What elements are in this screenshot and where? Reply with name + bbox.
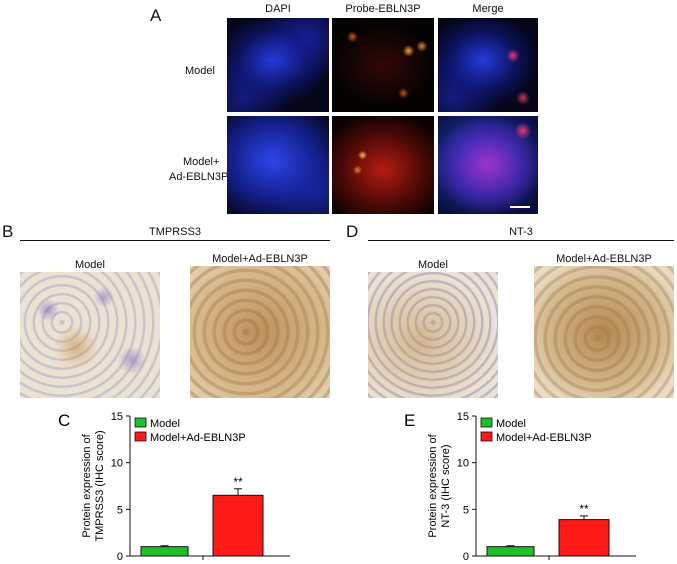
panel-d-rule	[368, 240, 674, 241]
dapi-model-image	[227, 18, 329, 112]
y-axis-label-line-1: Protein expression of	[427, 433, 439, 537]
panel-d-label-model: Model	[418, 259, 448, 271]
ihc-tmprss3-model-image	[20, 272, 160, 398]
legend-swatch-1	[480, 417, 493, 428]
panel-b-rule	[20, 240, 330, 241]
ihc-tmprss3-ad-image	[190, 266, 330, 398]
ihc-nt3-model-image	[368, 272, 498, 398]
y-tick-label-5: 5	[463, 504, 469, 516]
bar-2	[558, 519, 610, 557]
y-axis-label-line-1: Protein expression of	[81, 433, 93, 537]
legend-swatch-2	[480, 431, 493, 442]
bar-1	[140, 546, 189, 557]
panel-b-title: TMPRSS3	[149, 226, 201, 238]
row-label-ad-line2: Ad-EBLN3P	[169, 171, 229, 183]
panel-d-title: NT-3	[509, 226, 533, 238]
dapi-ad-image	[227, 116, 329, 214]
panel-letter-a: A	[150, 6, 162, 25]
panel-b-label-ad: Model+Ad-EBLN3P	[212, 253, 308, 265]
y-tick-label-0: 0	[117, 551, 123, 563]
ihc-nt3-ad-image	[534, 266, 674, 398]
merge-ad-image	[438, 116, 538, 214]
y-tick-label-10: 10	[111, 458, 123, 470]
merge-model-image	[438, 18, 538, 112]
row-label-model: Model	[185, 65, 215, 77]
column-label-merge: Merge	[472, 3, 504, 15]
scale-bar	[510, 206, 530, 208]
y-axis-label-line-2: TMPRSS3 (IHC score)	[94, 430, 106, 541]
bar-1	[486, 546, 535, 557]
significance-2: **	[579, 502, 589, 516]
y-tick-label-10: 10	[457, 458, 469, 470]
legend-swatch-1	[134, 417, 147, 428]
probe-ad-image	[332, 116, 434, 214]
panel-b-label-model: Model	[75, 259, 105, 271]
significance-2: **	[233, 475, 243, 489]
bar-2	[212, 494, 264, 557]
y-tick-label-0: 0	[463, 551, 469, 563]
legend-label-1: Model	[496, 418, 526, 430]
panel-d-label-ad: Model+Ad-EBLN3P	[556, 253, 652, 265]
y-tick-label-15: 15	[457, 411, 469, 423]
panel-letter-e: E	[404, 411, 415, 430]
column-label-probe: Probe-EBLN3P	[345, 3, 421, 15]
row-label-ad-line1: Model+	[183, 156, 220, 168]
panel-letter-d: D	[346, 222, 359, 241]
panel-letter-b: B	[2, 222, 14, 241]
chart-e: E Protein expression of NT-3 (IHC score) 0 5…	[404, 411, 636, 563]
legend-label-1: Model	[150, 418, 180, 430]
legend-label-2: Model+Ad-EBLN3P	[150, 432, 246, 444]
y-axis-label-line-2: NT-3 (IHC score)	[440, 444, 452, 527]
probe-model-image	[332, 18, 434, 112]
panel-letter-c: C	[58, 411, 70, 430]
column-label-dapi: DAPI	[265, 3, 291, 15]
y-tick-label-15: 15	[111, 411, 123, 423]
legend-swatch-2	[134, 431, 147, 442]
chart-c: C Protein expression of TMPRSS3 (IHC score…	[58, 411, 290, 563]
y-tick-label-5: 5	[117, 504, 123, 516]
legend-label-2: Model+Ad-EBLN3P	[496, 432, 592, 444]
